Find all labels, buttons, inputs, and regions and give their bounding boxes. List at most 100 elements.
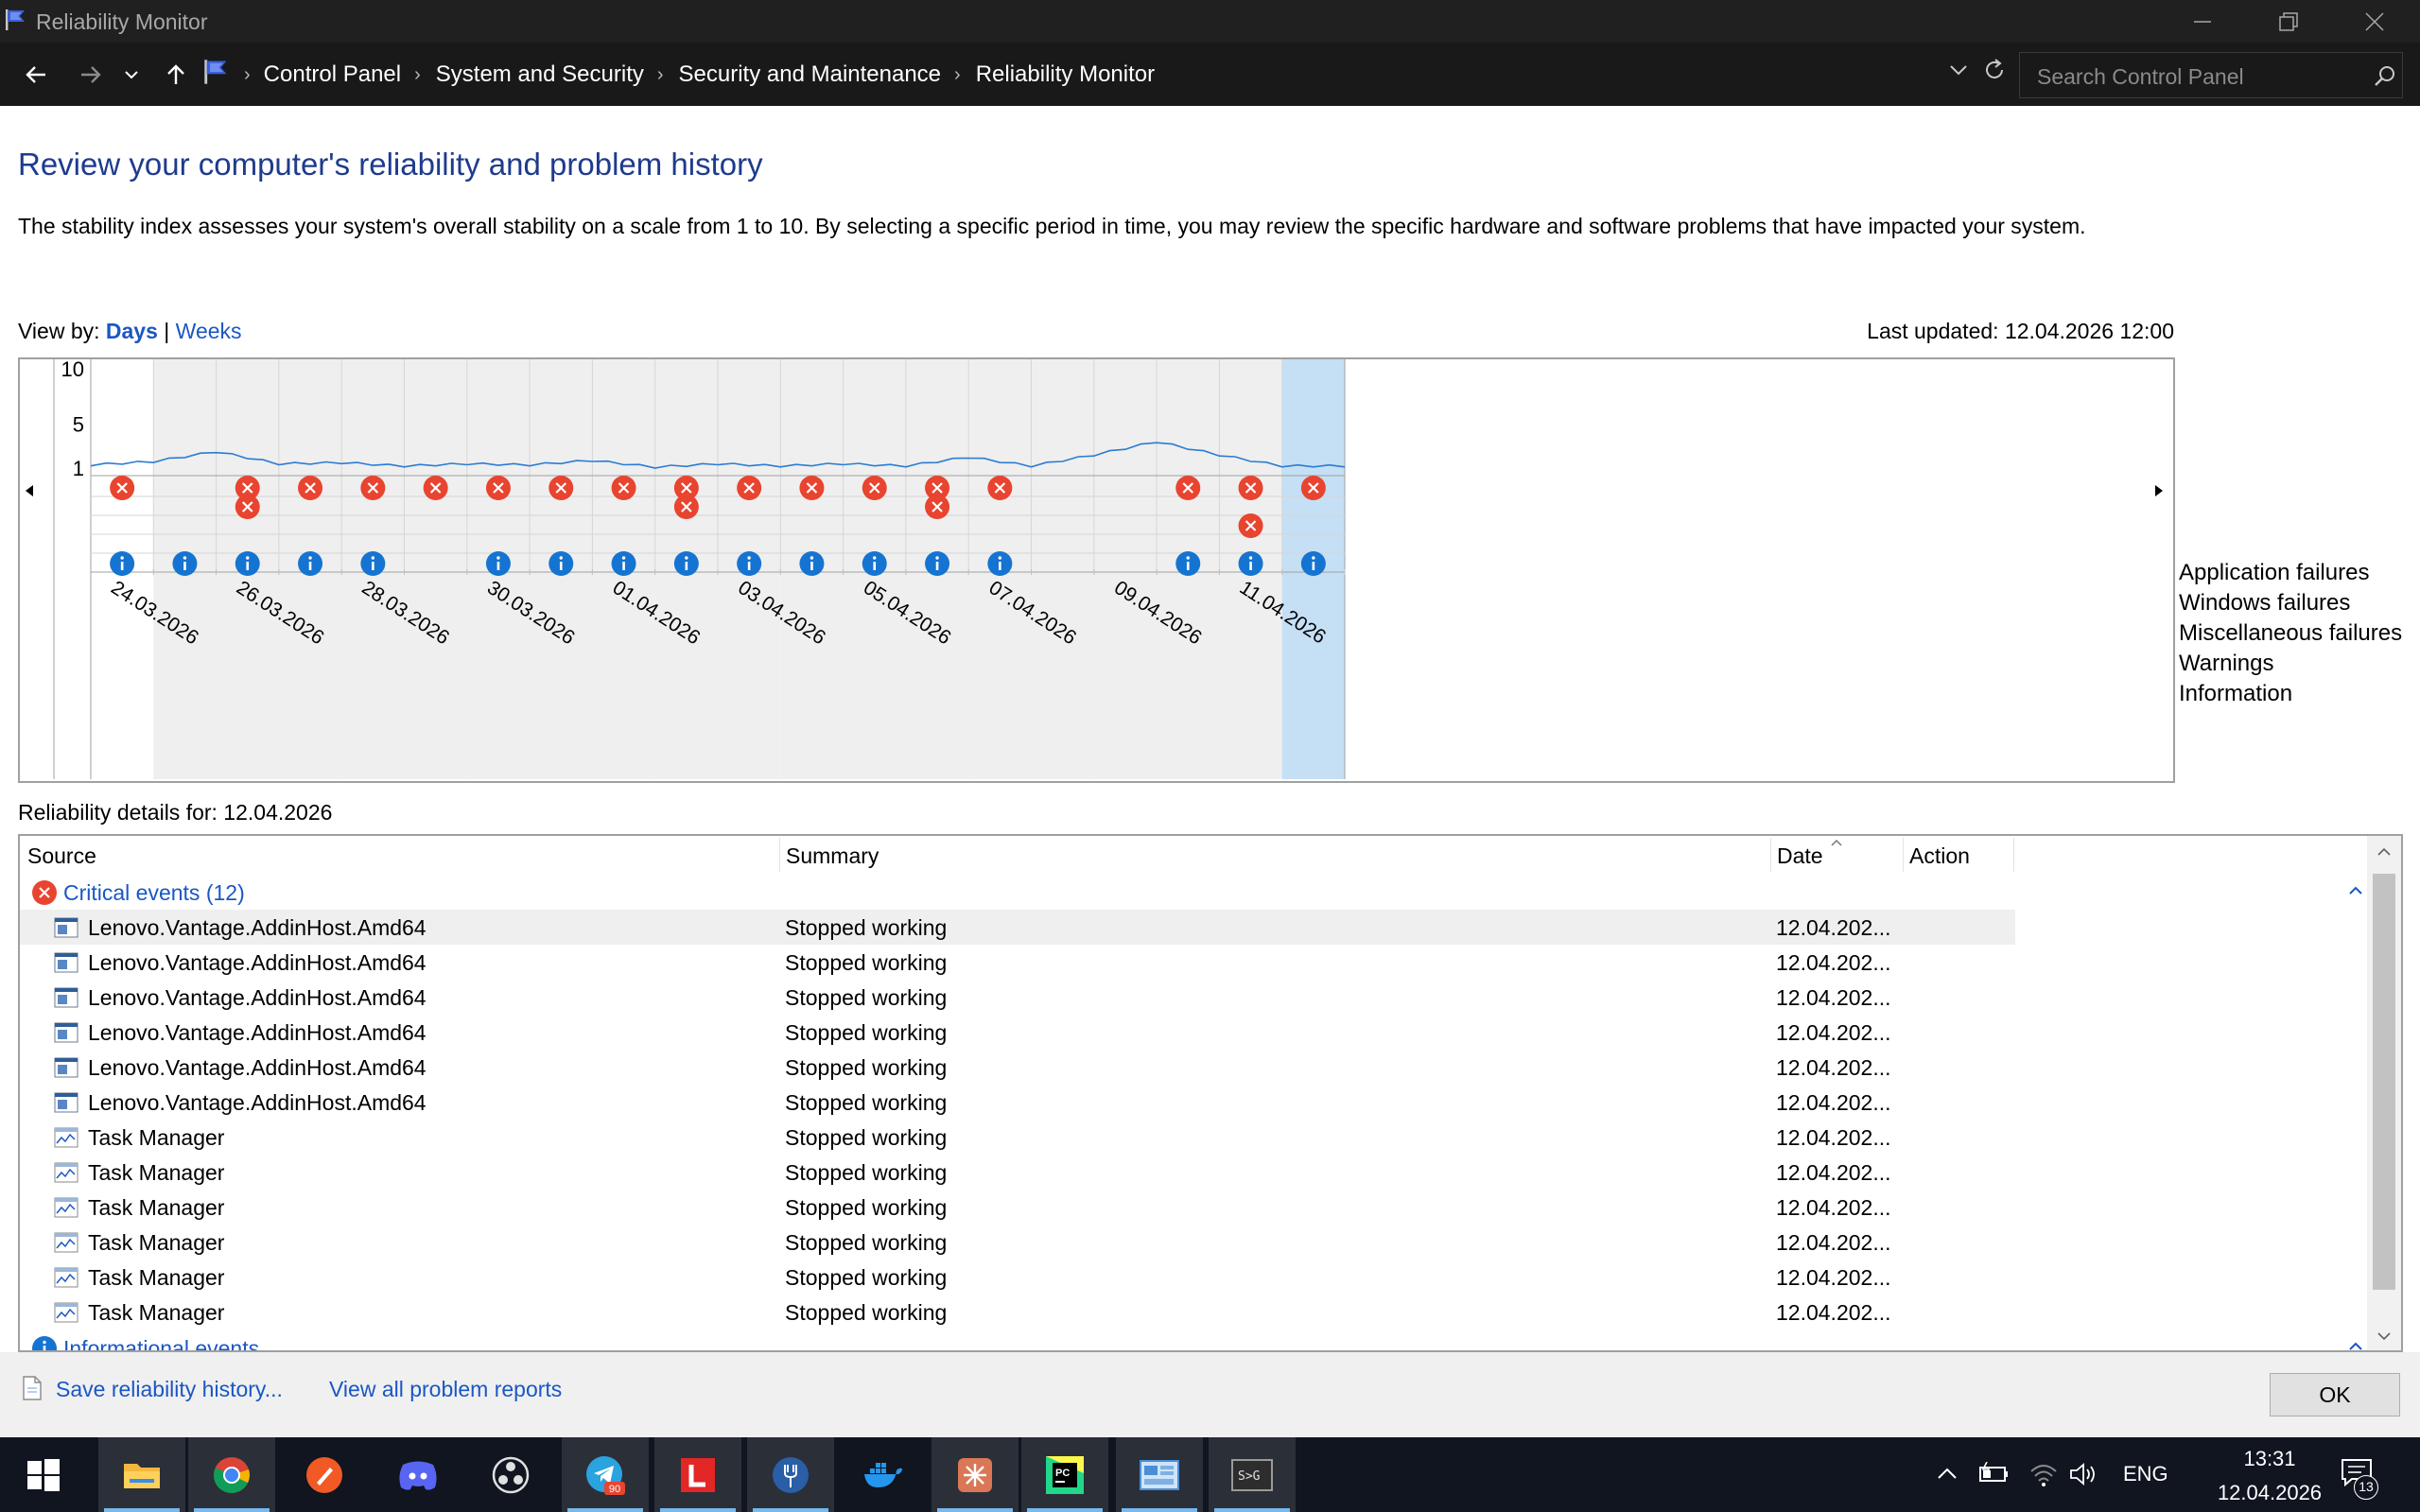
taskbar-discord[interactable] (374, 1437, 461, 1512)
close-button[interactable] (2329, 0, 2420, 43)
restore-button[interactable] (2243, 0, 2334, 43)
error-icon-cross (868, 482, 880, 494)
app-window-icon (54, 1022, 78, 1043)
clock-time[interactable]: 13:31 (2243, 1447, 2296, 1470)
up-button[interactable] (157, 56, 195, 94)
input-language[interactable]: ENG (2123, 1462, 2168, 1486)
column-summary[interactable]: Summary (786, 843, 879, 868)
table-row[interactable]: Lenovo.Vantage.AddinHost.Amd64 Stopped wo… (20, 945, 2015, 980)
column-source[interactable]: Source (27, 843, 96, 868)
taskbar-obs[interactable] (467, 1437, 554, 1512)
view-all-problem-reports-link[interactable]: View all problem reports (329, 1377, 563, 1401)
taskbar-lingvo[interactable] (654, 1437, 741, 1512)
taskbar-pen-tool[interactable] (281, 1437, 368, 1512)
column-divider[interactable] (779, 838, 780, 872)
column-divider[interactable] (1903, 838, 1904, 872)
recent-locations-button[interactable] (119, 56, 144, 94)
table-row[interactable]: Lenovo.Vantage.AddinHost.Amd64 Stopped wo… (20, 910, 2015, 945)
start-button[interactable] (0, 1437, 87, 1512)
volume-icon[interactable] (2069, 1462, 2099, 1486)
taskbar-control-panel[interactable] (1116, 1437, 1203, 1512)
breadcrumb-reliability-monitor[interactable]: Reliability Monitor (975, 61, 1156, 87)
control-panel-icon (1140, 1459, 1179, 1490)
taskbar-docker[interactable] (840, 1437, 927, 1512)
table-row[interactable]: Lenovo.Vantage.AddinHost.Amd64 Stopped wo… (20, 1085, 2015, 1120)
terminal-icon: S>G (1231, 1458, 1273, 1491)
refresh-icon[interactable] (1982, 58, 2007, 82)
column-divider[interactable] (1770, 838, 1771, 872)
save-reliability-history-link[interactable]: Save reliability history... (56, 1377, 283, 1401)
breadcrumb-control-panel[interactable]: Control Panel (263, 61, 402, 87)
breadcrumb-security-and-maintenance[interactable]: Security and Maintenance (678, 61, 942, 87)
search-input[interactable] (2037, 64, 2359, 90)
group-informational-label[interactable]: Informational events (63, 1335, 260, 1352)
reliability-chart[interactable]: 10 5 1 24.03.2026 26.03.2026 28.03.2026 30.03.… (18, 357, 2175, 783)
table-row[interactable]: Task Manager Stopped working 12.04.202... (20, 1190, 2015, 1225)
taskbar-terminal[interactable]: S>G (1209, 1437, 1296, 1512)
table-row[interactable]: Task Manager Stopped working 12.04.202... (20, 1120, 2015, 1155)
search-box[interactable] (2019, 52, 2403, 98)
chart-day-column[interactable] (1031, 359, 1094, 779)
collapse-group-icon[interactable] (2348, 1339, 2363, 1352)
start-icon (27, 1458, 60, 1491)
chart-day-column[interactable] (1093, 359, 1158, 779)
app-window-icon (54, 1092, 78, 1113)
scroll-down-icon[interactable] (2376, 1330, 2392, 1343)
action-center-button[interactable]: 13 (2329, 1451, 2420, 1502)
scrollbar-thumb[interactable] (2373, 874, 2395, 1290)
group-critical-events[interactable]: Critical events (12) (31, 878, 245, 908)
taskbar-claude[interactable] (931, 1437, 1018, 1512)
column-divider[interactable] (2013, 838, 2014, 872)
claude-icon (958, 1457, 992, 1492)
info-icon-dot (747, 556, 751, 560)
taskbar-chrome[interactable] (188, 1437, 275, 1512)
collapse-group-icon[interactable] (2348, 883, 2363, 898)
search-icon[interactable] (2374, 64, 2396, 87)
table-row[interactable]: Lenovo.Vantage.AddinHost.Amd64 Stopped wo… (20, 980, 2015, 1015)
table-row[interactable]: Task Manager Stopped working 12.04.202... (20, 1260, 2015, 1295)
column-action[interactable]: Action (1909, 843, 1970, 868)
column-date[interactable]: Date (1777, 843, 1823, 868)
group-informational-events[interactable]: Informational events (31, 1333, 260, 1352)
docker-icon (864, 1462, 902, 1487)
view-days-link[interactable]: Days (105, 319, 158, 343)
clock-date[interactable]: 12.04.2026 (2217, 1481, 2323, 1504)
table-row[interactable]: Task Manager Stopped working 12.04.202... (20, 1295, 2015, 1330)
forward-button[interactable] (72, 56, 110, 94)
chart-day-column[interactable] (404, 359, 467, 779)
breadcrumb-separator-icon[interactable]: › (656, 63, 664, 85)
chart-scroll-right-icon[interactable] (2155, 485, 2163, 496)
taskbar-telegram[interactable]: 90 (562, 1437, 649, 1512)
breadcrumb-separator-icon[interactable]: › (954, 63, 961, 85)
view-weeks-link[interactable]: Weeks (175, 319, 242, 343)
table-row[interactable]: Task Manager Stopped working 12.04.202... (20, 1155, 2015, 1190)
table-row[interactable]: Lenovo.Vantage.AddinHost.Amd64 Stopped wo… (20, 1015, 2015, 1050)
chart-row-labels: Application failures Windows failures Mi… (2179, 558, 2402, 709)
svg-text:PC: PC (1055, 1468, 1070, 1479)
show-hidden-icons-icon[interactable] (1937, 1466, 1958, 1481)
battery-icon[interactable] (1979, 1462, 2010, 1486)
table-row[interactable]: Lenovo.Vantage.AddinHost.Amd64 Stopped wo… (20, 1050, 2015, 1085)
taskbar-pycharm[interactable]: PC (1021, 1437, 1108, 1512)
back-button[interactable] (17, 56, 55, 94)
chart-scroll-left-icon[interactable] (26, 485, 33, 496)
address-dropdown-icon[interactable] (1948, 60, 1969, 80)
info-icon-dot (998, 556, 1002, 560)
chrome-icon (214, 1456, 250, 1493)
minimize-button[interactable] (2157, 0, 2248, 43)
group-critical-label[interactable]: Critical events (12) (63, 879, 245, 905)
info-icon-dot (873, 556, 877, 560)
scroll-up-icon[interactable] (2376, 845, 2392, 859)
row-source: Lenovo.Vantage.AddinHost.Amd64 (88, 1090, 427, 1115)
breadcrumb-system-and-security[interactable]: System and Security (435, 61, 644, 87)
error-icon-cross (1245, 482, 1257, 494)
ok-button[interactable]: OK (2270, 1373, 2400, 1416)
taskbar-fork[interactable] (747, 1437, 834, 1512)
wifi-icon[interactable] (2029, 1462, 2058, 1486)
taskbar-file-explorer[interactable] (98, 1437, 185, 1512)
table-row[interactable]: Task Manager Stopped working 12.04.202... (20, 1225, 2015, 1260)
vertical-scrollbar[interactable] (2367, 836, 2401, 1350)
breadcrumb-separator-icon[interactable]: › (414, 63, 421, 85)
page-description: The stability index assesses your system… (18, 214, 2086, 238)
